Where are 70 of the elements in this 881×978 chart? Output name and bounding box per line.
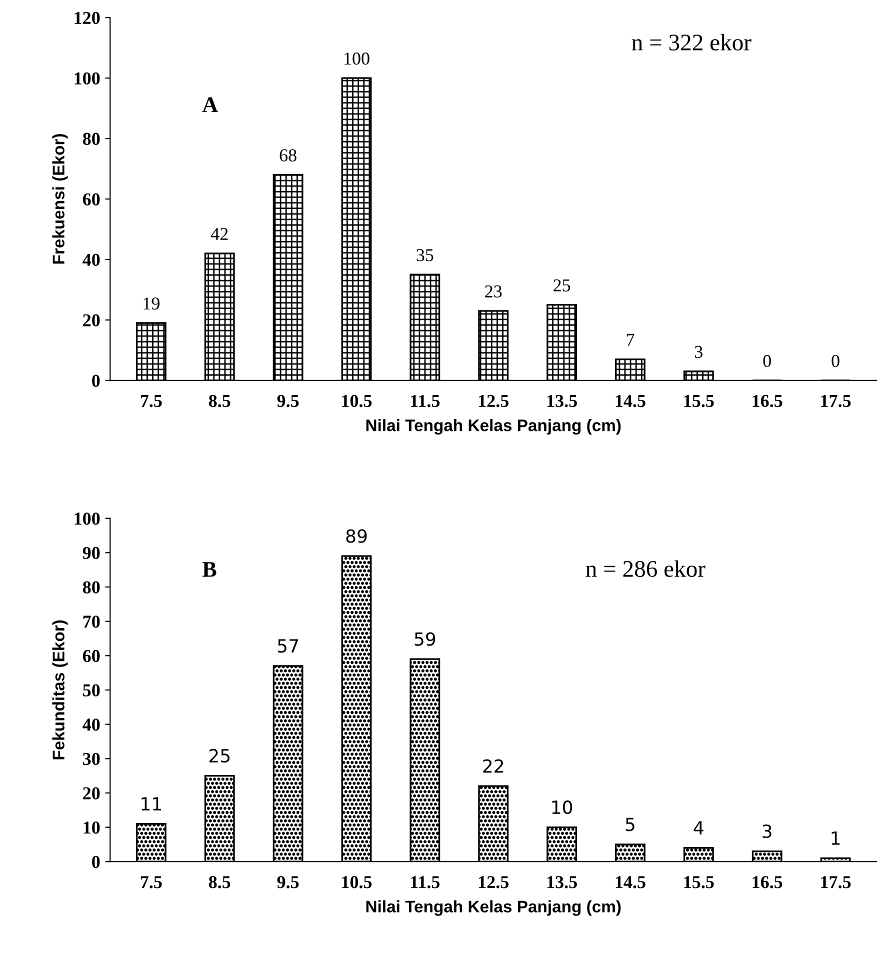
- y-tick-label: 0: [92, 856, 100, 868]
- x-tick-label: 17.5: [821, 876, 851, 888]
- x-tick-label: 10.5: [342, 394, 372, 408]
- y-tick-label: 10: [84, 822, 100, 834]
- data-label: 68: [280, 149, 296, 162]
- annotation: n = 286 ekor: [586, 560, 706, 577]
- annotation: A: [202, 97, 218, 112]
- x-tick-label: 7.5: [140, 395, 162, 408]
- data-label: 0: [832, 354, 840, 368]
- data-label: 0: [763, 354, 771, 368]
- data-label: 11: [142, 797, 162, 810]
- y-tick-label: 50: [83, 684, 100, 696]
- x-tick-label: 14.5: [616, 394, 646, 408]
- x-tick-label: 8.5: [208, 394, 230, 408]
- x-tick-label: 12.5: [479, 394, 508, 408]
- x-tick-label: 16.5: [752, 876, 782, 888]
- y-tick-label: 100: [74, 72, 100, 85]
- data-label: 10: [552, 800, 572, 814]
- y-tick-label: 90: [82, 546, 100, 560]
- y-tick-label: 70: [83, 616, 100, 628]
- y-tick-label: 80: [82, 132, 100, 145]
- data-label: 42: [210, 228, 228, 240]
- data-label: 23: [485, 285, 502, 298]
- data-label: 19: [144, 297, 160, 310]
- data-label: 1: [832, 832, 840, 845]
- x-tick-label: 14.5: [616, 876, 646, 888]
- data-label: 59: [414, 632, 436, 646]
- y-axis-title: Fekunditas (Ekor): [52, 620, 68, 760]
- y-tick-label: 20: [83, 314, 100, 326]
- data-label: 7: [626, 334, 634, 346]
- x-tick-label: 15.5: [684, 394, 714, 408]
- y-tick-label: 30: [83, 752, 100, 766]
- data-label: 25: [554, 279, 570, 292]
- data-label: 22: [483, 759, 504, 773]
- y-tick-label: 0: [92, 374, 100, 387]
- annotation: B: [202, 562, 216, 577]
- data-label: 3: [762, 824, 772, 838]
- y-axis-title: Frekuensi (Ekor): [52, 134, 68, 264]
- x-tick-label: 16.5: [752, 394, 782, 408]
- y-tick-label: 60: [82, 650, 100, 662]
- data-label: 35: [416, 249, 434, 262]
- y-tick-label: 120: [74, 12, 100, 24]
- data-label: 3: [695, 346, 702, 358]
- data-label: 100: [344, 52, 370, 65]
- y-tick-label: 100: [74, 512, 100, 525]
- annotation: n = 322 ekor: [632, 34, 752, 50]
- x-tick-label: 12.5: [479, 876, 508, 888]
- x-axis-title: Nilai Tengah Kelas Panjang (cm): [366, 900, 621, 916]
- data-label: 57: [278, 639, 298, 653]
- x-tick-label: 13.5: [547, 394, 577, 408]
- y-tick-label: 60: [82, 193, 100, 206]
- data-label: 4: [694, 821, 704, 834]
- y-tick-label: 20: [83, 787, 100, 800]
- x-tick-label: 11.5: [411, 876, 440, 888]
- x-tick-label: 11.5: [411, 394, 440, 408]
- data-label: 25: [209, 748, 230, 763]
- x-tick-label: 17.5: [821, 394, 851, 408]
- y-tick-label: 40: [82, 718, 100, 731]
- x-axis-title: Nilai Tengah Kelas Panjang (cm): [366, 419, 621, 435]
- x-tick-label: 8.5: [208, 876, 230, 888]
- x-tick-label: 15.5: [684, 876, 714, 888]
- x-tick-label: 10.5: [342, 876, 372, 888]
- x-tick-label: 7.5: [140, 876, 162, 888]
- data-label: 89: [346, 529, 367, 543]
- x-tick-label: 9.5: [277, 876, 299, 888]
- y-tick-label: 80: [82, 581, 100, 594]
- x-tick-label: 13.5: [547, 876, 577, 888]
- data-label: 5: [626, 818, 634, 832]
- y-tick-label: 40: [82, 254, 100, 266]
- x-tick-label: 9.5: [277, 394, 299, 408]
